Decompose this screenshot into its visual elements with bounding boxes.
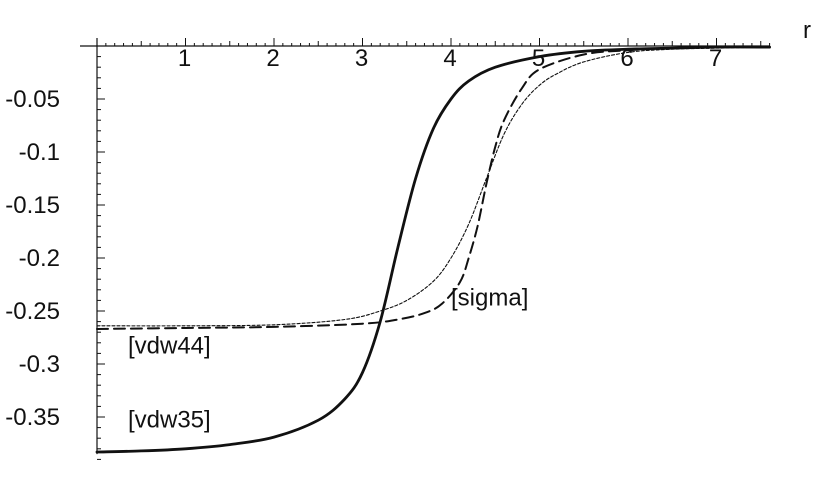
annotation-label: [vdw35]	[128, 407, 211, 434]
x-tick-label: 6	[620, 45, 633, 72]
x-tick-label: 1	[178, 45, 191, 72]
annotations: [vdw35] [vdw44] [sigma]	[128, 285, 528, 434]
axes: r	[80, 17, 811, 455]
y-tick-label: -0.2	[19, 245, 60, 272]
y-tick-label: -0.15	[5, 192, 60, 219]
annotation-label: [vdw44]	[128, 332, 211, 359]
y-tick-label: -0.35	[5, 404, 60, 431]
x-tick-label: 5	[532, 45, 545, 72]
y-tick-label: -0.1	[19, 139, 60, 166]
y-tick-label: -0.25	[5, 298, 60, 325]
x-axis-label: r	[803, 17, 811, 44]
series-line-1	[96, 46, 771, 330]
y-tick-label: -0.05	[5, 86, 60, 113]
x-tick-label: 2	[266, 45, 279, 72]
series	[95, 45, 771, 454]
y-tick-label: -0.3	[19, 351, 60, 378]
x-tick-label: 3	[355, 45, 368, 72]
x-tick-label: 7	[709, 45, 722, 72]
annotation-label: [sigma]	[451, 285, 528, 312]
x-tick-label: 4	[443, 45, 456, 72]
ticks: 1 2 3 4 5 6 7 -0.05 -0.1 -0.15 -0.2 -0.25 -0.3 -0.35	[5, 38, 771, 460]
series-line-0	[95, 45, 771, 454]
series-line-2	[96, 46, 771, 327]
